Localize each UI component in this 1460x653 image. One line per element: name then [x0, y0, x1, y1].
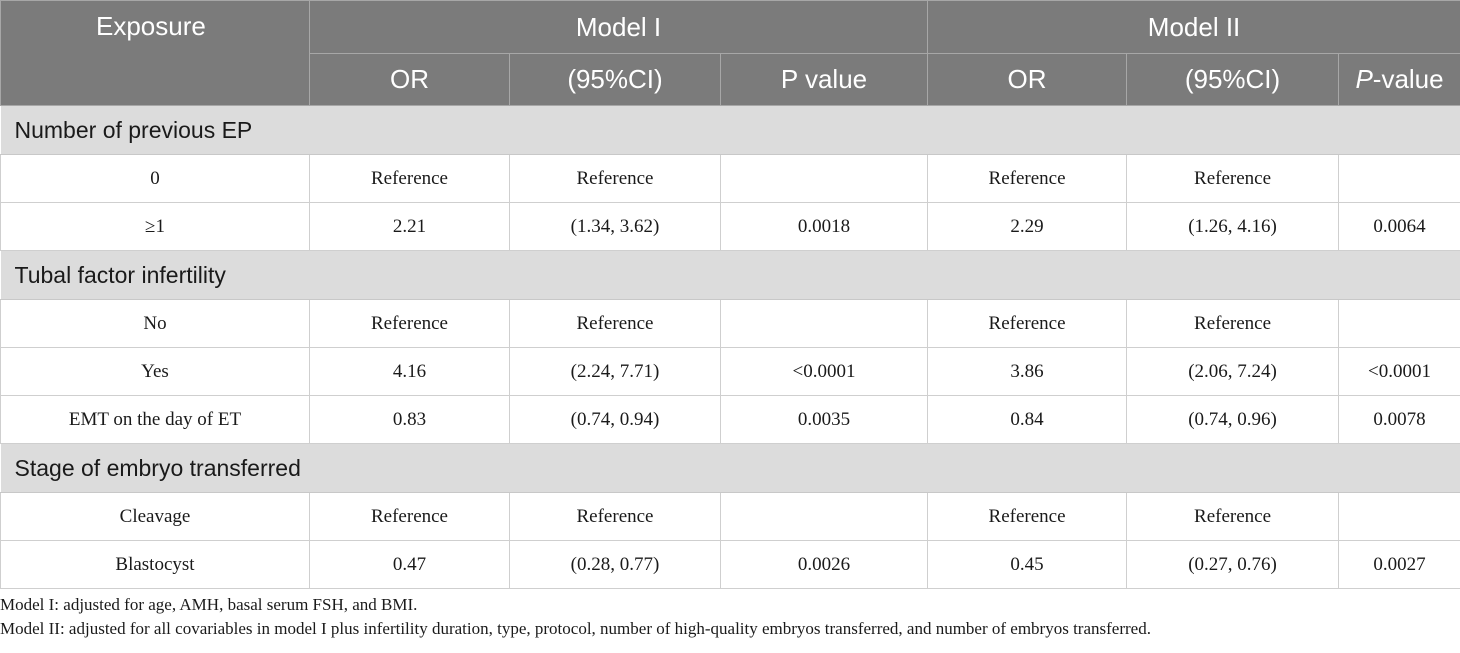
cell-or-model-i: Reference — [309, 492, 510, 541]
cell-p-model-i — [719, 154, 929, 203]
header-row-2: OR (95%CI) P value OR (95%CI) P-value — [1, 53, 1460, 106]
section-title: Number of previous EP — [0, 105, 1460, 155]
header-row-1: Exposure Model I Model II — [0, 0, 1460, 106]
or-header-model-i: OR — [309, 53, 510, 106]
section-row: Tubal factor infertility — [0, 250, 1460, 300]
exposure-header: Exposure — [0, 0, 310, 106]
p-header-model-i: P value — [719, 53, 929, 106]
cell-or-model-i: 4.16 — [309, 347, 510, 396]
cell-ci-model-i: Reference — [509, 299, 721, 348]
cell-or-model-i: 2.21 — [309, 202, 510, 251]
row-label: Yes — [0, 347, 310, 396]
table-row: No Reference Reference Reference Referen… — [0, 299, 1460, 348]
model-ii-header: Model II — [927, 0, 1460, 54]
footnote-model-i: Model I: adjusted for age, AMH, basal se… — [0, 595, 418, 614]
p-suffix: -value — [1372, 64, 1444, 94]
ci-header-model-i: (95%CI) — [509, 53, 721, 106]
cell-or-model-ii: 2.29 — [927, 202, 1128, 251]
cell-or-model-i: Reference — [309, 154, 510, 203]
cell-ci-model-ii: Reference — [1126, 299, 1340, 348]
cell-p-model-ii — [1338, 492, 1460, 541]
row-label: No — [0, 299, 310, 348]
cell-p-model-i — [719, 299, 929, 348]
cell-or-model-ii: 3.86 — [927, 347, 1128, 396]
cell-p-model-i: 0.0035 — [719, 395, 929, 444]
cell-ci-model-ii: (0.74, 0.96) — [1126, 395, 1340, 444]
row-label: Blastocyst — [0, 540, 310, 589]
row-label: Cleavage — [0, 492, 310, 541]
p-header-model-ii: P-value — [1338, 53, 1460, 106]
section-title: Stage of embryo transferred — [0, 443, 1460, 493]
cell-p-model-i: <0.0001 — [719, 347, 929, 396]
cell-or-model-ii: Reference — [927, 492, 1128, 541]
results-table: Exposure Model I Model II OR (95%CI) P v… — [0, 0, 1460, 589]
cell-p-model-ii — [1338, 154, 1460, 203]
cell-ci-model-ii: (1.26, 4.16) — [1126, 202, 1340, 251]
cell-or-model-i: 0.83 — [309, 395, 510, 444]
cell-or-model-ii: 0.84 — [927, 395, 1128, 444]
row-label: 0 — [0, 154, 310, 203]
cell-ci-model-i: (2.24, 7.71) — [509, 347, 721, 396]
cell-or-model-ii: Reference — [927, 154, 1128, 203]
p-italic: P — [1355, 64, 1373, 94]
table-row: Yes 4.16 (2.24, 7.71) <0.0001 3.86 (2.06… — [0, 347, 1460, 396]
table-row: EMT on the day of ET 0.83 (0.74, 0.94) 0… — [0, 395, 1460, 444]
or-header-model-ii: OR — [927, 53, 1128, 106]
cell-or-model-i: Reference — [309, 299, 510, 348]
cell-ci-model-i: (1.34, 3.62) — [509, 202, 721, 251]
cell-or-model-ii: Reference — [927, 299, 1128, 348]
cell-p-model-ii — [1338, 299, 1460, 348]
table-footnotes: Model I: adjusted for age, AMH, basal se… — [0, 593, 1460, 641]
footnote-model-ii: Model II: adjusted for all covariables i… — [0, 619, 1151, 638]
model-i-header: Model I — [308, 0, 929, 54]
row-label: EMT on the day of ET — [0, 395, 310, 444]
table-row: Cleavage Reference Reference Reference R… — [0, 492, 1460, 541]
cell-ci-model-i: (0.74, 0.94) — [509, 395, 721, 444]
cell-ci-model-i: Reference — [509, 154, 721, 203]
cell-p-model-ii: 0.0078 — [1338, 395, 1460, 444]
cell-ci-model-ii: (0.27, 0.76) — [1126, 540, 1340, 589]
cell-or-model-ii: 0.45 — [927, 540, 1128, 589]
table-row: ≥1 2.21 (1.34, 3.62) 0.0018 2.29 (1.26, … — [0, 202, 1460, 251]
cell-p-model-i: 0.0026 — [719, 540, 929, 589]
cell-p-model-i — [719, 492, 929, 541]
cell-ci-model-ii: Reference — [1126, 154, 1340, 203]
section-title: Tubal factor infertility — [0, 250, 1460, 300]
cell-p-model-ii: 0.0027 — [1338, 540, 1460, 589]
cell-ci-model-ii: (2.06, 7.24) — [1126, 347, 1340, 396]
cell-p-model-ii: 0.0064 — [1338, 202, 1460, 251]
cell-p-model-ii: <0.0001 — [1338, 347, 1460, 396]
cell-ci-model-ii: Reference — [1126, 492, 1340, 541]
ci-header-model-ii: (95%CI) — [1126, 53, 1340, 106]
cell-ci-model-i: (0.28, 0.77) — [509, 540, 721, 589]
row-label: ≥1 — [0, 202, 310, 251]
cell-or-model-i: 0.47 — [309, 540, 510, 589]
cell-ci-model-i: Reference — [509, 492, 721, 541]
table-row: 0 Reference Reference Reference Referenc… — [0, 154, 1460, 203]
table-row: Blastocyst 0.47 (0.28, 0.77) 0.0026 0.45… — [0, 540, 1460, 589]
cell-p-model-i: 0.0018 — [719, 202, 929, 251]
section-row: Stage of embryo transferred — [0, 443, 1460, 493]
section-row: Number of previous EP — [0, 105, 1460, 155]
